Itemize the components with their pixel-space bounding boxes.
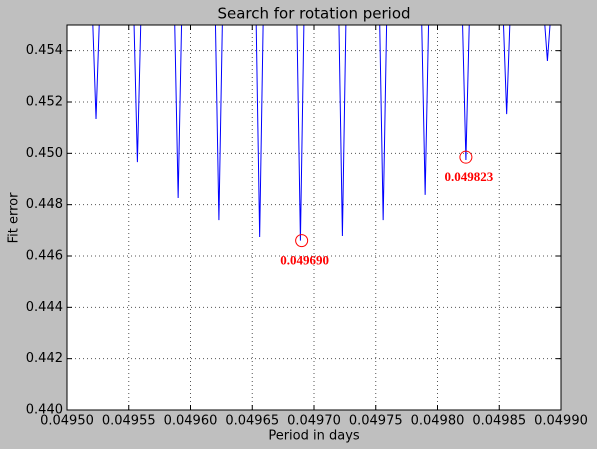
y-tick-label: 0.440	[26, 403, 63, 418]
x-tick-label: 0.04990	[534, 414, 588, 429]
x-tick-label: 0.04950	[40, 414, 94, 429]
y-tick-label: 0.444	[26, 300, 63, 315]
y-tick-label: 0.446	[26, 249, 63, 264]
x-tick-label: 0.04975	[349, 414, 403, 429]
y-tick-label: 0.454	[26, 43, 63, 58]
x-tick-label: 0.04970	[287, 414, 341, 429]
x-tick-label: 0.04980	[411, 414, 465, 429]
annotation-label: 0.049823	[445, 169, 494, 184]
chart-title: Search for rotation period	[217, 5, 410, 23]
y-tick-label: 0.448	[26, 197, 63, 212]
x-tick-label: 0.04965	[225, 414, 279, 429]
y-tick-label: 0.442	[26, 351, 63, 366]
x-tick-label: 0.04960	[164, 414, 218, 429]
x-axis-label: Period in days	[268, 429, 360, 444]
annotation-label: 0.049690	[280, 253, 329, 268]
x-tick-label: 0.04955	[102, 414, 156, 429]
plot-frame	[66, 24, 562, 411]
highlight-marker	[459, 150, 473, 164]
highlight-marker	[295, 234, 309, 248]
y-axis-label: Fit error	[7, 192, 22, 244]
y-tick-label: 0.452	[26, 95, 63, 110]
y-tick-label: 0.450	[26, 146, 63, 161]
x-tick-label: 0.04985	[472, 414, 526, 429]
